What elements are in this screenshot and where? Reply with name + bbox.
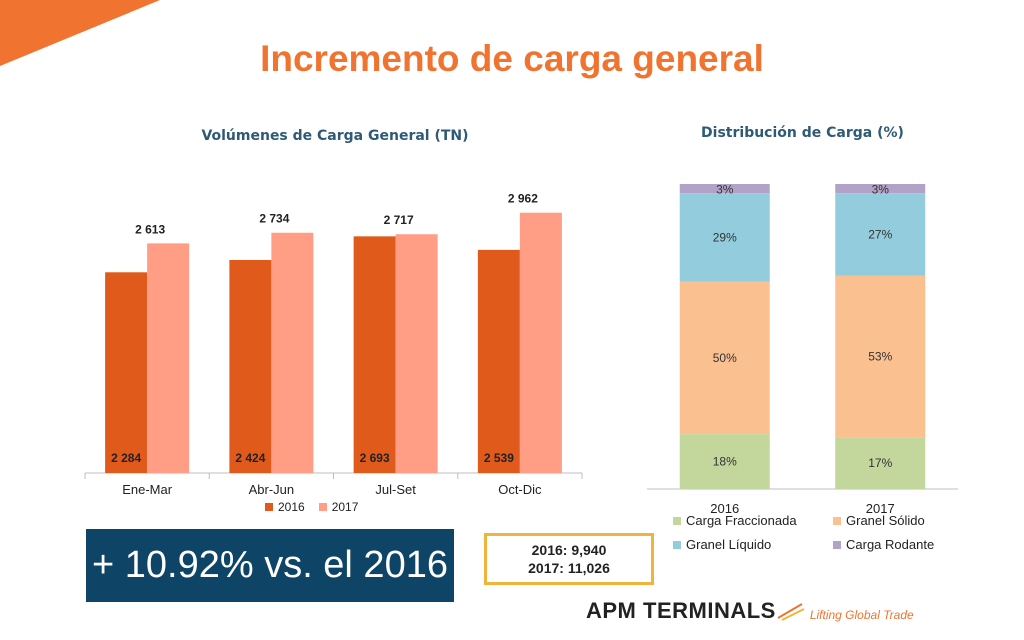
growth-highlight-box: + 10.92% vs. el 2016	[86, 529, 454, 602]
data-label-2017: 2 613	[135, 222, 165, 236]
page-title: Incremento de carga general	[260, 38, 764, 79]
data-label-2016: 2 284	[111, 451, 141, 465]
bar-2017	[271, 232, 314, 473]
legend-label-2016: 2016	[278, 500, 305, 514]
data-label-2016: 2 539	[484, 451, 514, 465]
legend-swatch-2016	[265, 503, 273, 511]
segment-label: 53%	[868, 349, 892, 363]
legend-label-granel-solido: Granel Sólido	[846, 513, 925, 528]
legend-swatch-carga-fraccionada	[673, 516, 681, 525]
legend-item-2017: 2017	[318, 500, 359, 514]
legend-item-granel-liquido: Granel Líquido	[673, 537, 833, 552]
corner-decoration	[0, 0, 160, 66]
stack-segment	[679, 281, 770, 435]
data-label-2016: 2 424	[235, 451, 265, 465]
x-tick-label: Abr-Jun	[249, 482, 295, 497]
stack-segment	[835, 437, 926, 489]
segment-label: 50%	[713, 351, 737, 365]
bar-chart-title: Volúmenes de Carga General (TN)	[201, 128, 469, 144]
stack-segment	[679, 434, 770, 489]
data-label-2017: 2 717	[384, 213, 414, 227]
legend-label-carga-rodante: Carga Rodante	[846, 537, 935, 552]
legend-swatch-carga-rodante	[833, 540, 841, 549]
x-tick-label: Ene-Mar	[122, 482, 173, 497]
stack-segment	[835, 193, 926, 276]
totals-box: 2016: 9,940 2017: 11,026	[484, 533, 654, 585]
bar-2016	[105, 272, 148, 473]
bar-2016	[353, 236, 396, 473]
bar-2017	[147, 243, 190, 473]
total-2016: 2016: 9,940	[531, 542, 607, 558]
stack-segment	[835, 184, 926, 194]
legend-item-granel-solido: Granel Sólido	[833, 513, 993, 528]
total-2017: 2017: 11,026	[528, 560, 610, 576]
data-label-2017: 2 734	[259, 212, 289, 226]
stacked-chart-legend: Carga Fraccionada Granel Sólido Granel L…	[673, 513, 993, 552]
logo-swoosh-icon	[777, 603, 805, 621]
bar-2016	[229, 259, 272, 473]
legend-swatch-granel-solido	[833, 516, 841, 525]
data-label-2016: 2 693	[360, 451, 390, 465]
stack-segment	[835, 275, 926, 438]
segment-label: 3%	[872, 183, 890, 197]
legend-item-2016: 2016	[265, 500, 305, 514]
bar-2017	[395, 234, 438, 473]
legend-item-carga-fraccionada: Carga Fraccionada	[673, 513, 833, 528]
legend-label-granel-liquido: Granel Líquido	[686, 537, 772, 552]
x-tick-label: 2017	[866, 501, 895, 516]
legend-swatch-granel-liquido	[673, 540, 681, 549]
segment-label: 29%	[713, 230, 737, 244]
legend-swatch-2017	[318, 503, 327, 511]
bar-2017	[519, 212, 562, 473]
stack-segment	[679, 193, 770, 282]
legend-label-2017: 2017	[331, 500, 359, 514]
data-label-2017: 2 962	[508, 192, 538, 206]
bar-2016	[477, 249, 520, 473]
legend-label-carga-fraccionada: Carga Fraccionada	[686, 513, 797, 528]
logo-tagline: Lifting Global Trade	[809, 608, 914, 622]
segment-label: 17%	[868, 456, 892, 470]
x-tick-label: Jul-Set	[375, 482, 416, 497]
segment-label: 3%	[716, 183, 734, 197]
stacked-chart-title: Distribución de Carga (%)	[701, 125, 904, 141]
bar-chart-legend: 2016 2017	[265, 500, 358, 514]
logo-name: APM TERMINALS	[586, 598, 776, 623]
x-tick-label: Oct-Dic	[498, 482, 542, 497]
apm-terminals-logo: APM TERMINALS Lifting Global Trade	[586, 598, 914, 624]
segment-label: 18%	[713, 455, 737, 469]
x-tick-label: 2016	[710, 501, 739, 516]
stack-segment	[679, 184, 770, 194]
legend-item-carga-rodante: Carga Rodante	[833, 537, 993, 552]
segment-label: 27%	[868, 227, 892, 241]
